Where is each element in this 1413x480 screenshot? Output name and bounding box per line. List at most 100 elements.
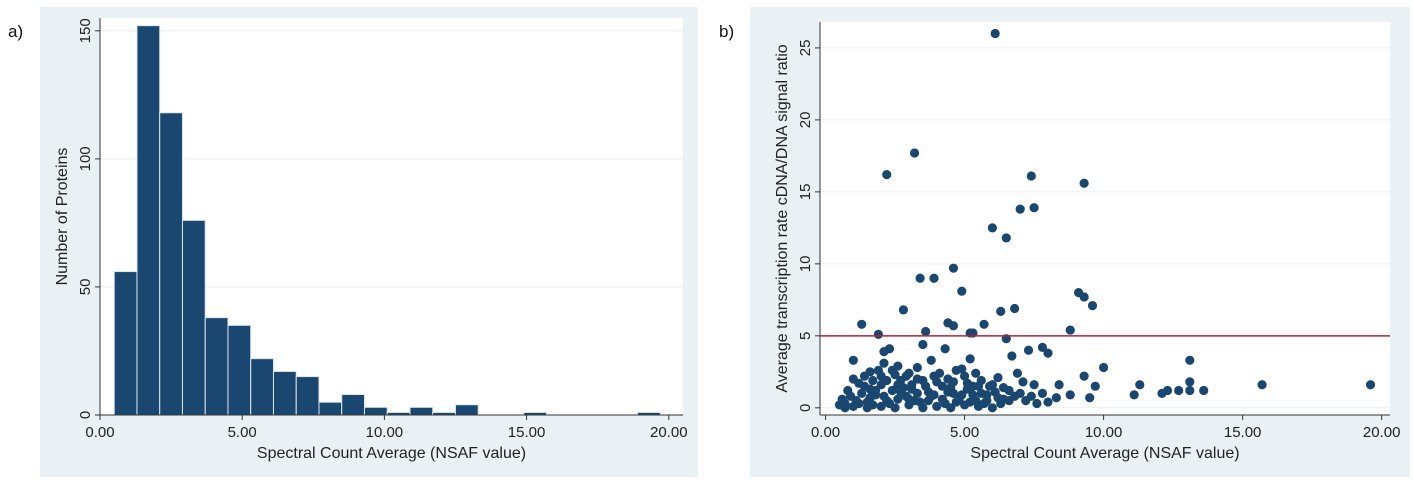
- scatter-point: [1051, 393, 1061, 403]
- scatter-point: [896, 387, 906, 397]
- scatter-point: [1185, 355, 1195, 365]
- scatter-point: [887, 365, 897, 375]
- scatter-point: [1037, 388, 1048, 399]
- scatter-point: [1199, 385, 1209, 396]
- scatter-point: [909, 148, 920, 158]
- panel-a-label: a): [8, 22, 24, 41]
- y-tick-label: 0: [77, 411, 94, 419]
- scatter-point: [1185, 377, 1195, 387]
- scatter-point: [1365, 380, 1376, 390]
- scatter-point: [1043, 348, 1053, 358]
- x-tick-label: 15.00: [1224, 424, 1262, 441]
- scatter-point: [857, 319, 867, 329]
- histogram-bar: [318, 401, 343, 416]
- scatter-point: [859, 371, 870, 381]
- scatter-point: [1012, 368, 1023, 378]
- scatter-point: [948, 388, 959, 399]
- x-tick-label: 5.00: [950, 424, 979, 441]
- scatter-point: [1001, 233, 1011, 243]
- scatter-point: [1026, 171, 1036, 181]
- y-tick-label: 0: [797, 404, 814, 412]
- histogram-bar: [227, 324, 252, 416]
- scatter-point: [923, 396, 934, 406]
- scatter-point: [1135, 380, 1145, 390]
- scatter-point: [990, 28, 1000, 39]
- scatter-point: [987, 380, 997, 390]
- scatter-point: [912, 362, 922, 373]
- scatter-point: [915, 273, 925, 283]
- histogram-bar: [181, 219, 206, 416]
- scatter-point: [1029, 380, 1039, 390]
- scatter-point: [954, 394, 964, 404]
- y-tick-label: 10: [797, 256, 814, 273]
- scatter-point: [1037, 342, 1048, 352]
- scatter-point: [1043, 397, 1053, 407]
- scatter-point: [1015, 388, 1025, 399]
- histogram-bar: [363, 406, 388, 416]
- scatter-point: [993, 372, 1003, 383]
- scatter-point: [1099, 362, 1109, 373]
- scatter-point: [1032, 398, 1042, 409]
- scatter-point: [873, 329, 883, 339]
- scatter-point: [840, 403, 850, 413]
- scatter-point: [968, 381, 978, 391]
- scatter-point: [879, 391, 889, 401]
- scatter-point: [968, 390, 978, 400]
- scatter-point: [993, 393, 1003, 403]
- scatter-point: [932, 401, 942, 411]
- histogram-bar: [454, 404, 479, 416]
- x-tick-label: 15.00: [508, 424, 546, 441]
- histogram-y-axis-title: Number of Proteins: [54, 148, 71, 286]
- x-tick-label: 20.00: [1363, 424, 1401, 441]
- scatter-point: [1029, 203, 1039, 213]
- x-tick-label: 0.00: [811, 424, 840, 441]
- y-tick-label: 150: [77, 18, 94, 43]
- y-tick-label: 50: [77, 279, 94, 296]
- scatter-point: [1079, 178, 1089, 188]
- panel-b-label: b): [719, 22, 735, 41]
- scatter-point: [912, 388, 922, 399]
- scatter-point: [898, 305, 909, 315]
- histogram-bar: [136, 25, 161, 416]
- scatter-point: [1054, 380, 1064, 390]
- scatter-point: [884, 398, 895, 409]
- scatter-point: [854, 398, 864, 409]
- scatter-point: [929, 273, 939, 283]
- y-tick-label: 15: [797, 184, 814, 201]
- scatter-point: [871, 385, 881, 396]
- scatter-point: [843, 385, 853, 396]
- scatter-point: [1004, 396, 1014, 406]
- scatter-point: [998, 383, 1009, 393]
- histogram-chart: 0.00 5.00 10.00 15.00 20.00 0 50 100 150 Spectral…: [40, 7, 698, 477]
- y-tick-label: 25: [797, 40, 814, 57]
- scatter-y-axis-title: Average transcription rate cDNA/DNA sign…: [774, 44, 791, 392]
- scatter-point: [979, 319, 989, 329]
- scatter-point: [857, 388, 867, 399]
- scatter-point: [893, 394, 903, 404]
- scatter-point: [921, 326, 931, 337]
- scatter-point: [965, 397, 975, 407]
- scatter-point: [1162, 385, 1173, 396]
- histogram-bars: [113, 25, 661, 416]
- scatter-point: [1079, 292, 1089, 302]
- histogram-bar: [295, 376, 320, 416]
- scatter-point: [876, 401, 886, 411]
- histogram-bar: [204, 317, 229, 416]
- y-tick-label: 5: [797, 332, 814, 340]
- x-tick-label: 10.00: [366, 424, 404, 441]
- y-tick-label: 20: [797, 112, 814, 129]
- histogram-bar: [272, 370, 297, 416]
- scatter-point: [1026, 391, 1036, 401]
- scatter-point: [1129, 390, 1139, 400]
- scatter-point: [957, 286, 967, 296]
- scatter-point: [957, 364, 967, 374]
- histogram-bar: [250, 358, 274, 416]
- scatter-point: [884, 344, 895, 354]
- y-tick-label: 100: [77, 146, 94, 171]
- histogram-bar: [409, 406, 434, 416]
- scatter-x-axis-title: Spectral Count Average (NSAF value): [970, 445, 1239, 462]
- scatter-point: [971, 368, 981, 378]
- scatter-point: [1185, 385, 1195, 396]
- scatter-point: [1174, 385, 1184, 396]
- scatter-point: [1257, 380, 1267, 390]
